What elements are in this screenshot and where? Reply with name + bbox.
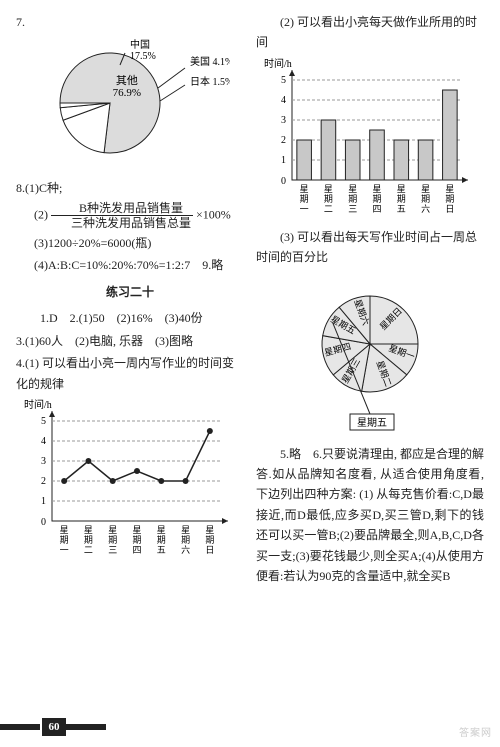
svg-text:星期日: 星期日	[205, 525, 214, 555]
footer-bar-left	[0, 724, 40, 730]
svg-text:其他76.9%: 其他76.9%	[113, 74, 141, 99]
q8-2-prefix: (2)	[34, 207, 48, 221]
svg-text:星期一: 星期一	[60, 525, 69, 555]
svg-text:2: 2	[281, 135, 286, 146]
svg-text:美国 4.1%: 美国 4.1%	[190, 55, 230, 68]
svg-text:4: 4	[281, 95, 286, 106]
svg-text:0: 0	[281, 176, 286, 187]
q8-2-num: B种洗发用品销售量	[51, 201, 193, 216]
q8-1: 8.(1)C种;	[16, 178, 244, 198]
svg-text:星期三: 星期三	[348, 184, 357, 214]
svg-text:5: 5	[41, 416, 46, 427]
svg-text:0: 0	[41, 517, 46, 528]
line1: 1.D 2.(1)50 (2)16% (3)40份	[16, 308, 244, 328]
svg-text:时间/h: 时间/h	[24, 398, 52, 411]
svg-text:1: 1	[281, 155, 286, 166]
svg-text:星期三: 星期三	[108, 525, 117, 555]
svg-text:4: 4	[41, 436, 46, 447]
svg-text:中国17.5%: 中国17.5%	[130, 38, 156, 62]
r3: 5.略 6.只要说清理由, 都应是合理的解答.如从品牌知名度看, 从适合使用角度…	[256, 444, 484, 587]
svg-text:星期四: 星期四	[372, 184, 381, 214]
svg-text:星期六: 星期六	[421, 184, 430, 214]
svg-text:星期五: 星期五	[397, 184, 406, 214]
q8-2-den: 三种洗发用品销售总量	[51, 216, 193, 230]
q8-2-suffix: ×100%	[196, 207, 231, 221]
watermark: 答案网	[459, 724, 492, 739]
svg-text:星期五: 星期五	[157, 525, 166, 555]
bar-chart: 时间/h 1 2 3 4 5 0 星期一 星期二 星期三 星期四 星期五 星期六 星期日	[256, 55, 484, 225]
svg-text:3: 3	[281, 115, 286, 126]
svg-text:星期四: 星期四	[132, 525, 141, 555]
svg-text:3: 3	[41, 456, 46, 467]
exercise-title: 练习二十	[16, 283, 244, 300]
q8-2-fraction: B种洗发用品销售量 三种洗发用品销售总量	[51, 201, 193, 231]
svg-text:日本 1.5%: 日本 1.5%	[190, 75, 230, 88]
svg-text:星期一: 星期一	[300, 184, 309, 214]
svg-text:5: 5	[281, 75, 286, 86]
svg-text:星期六: 星期六	[181, 525, 190, 555]
svg-text:时间/h: 时间/h	[264, 57, 292, 70]
right-column: (2) 可以看出小亮每天做作业所用的时间 时间/h 1 2 3 4 5 0 星期一 星期二 星期三…	[256, 10, 484, 588]
r1: (2) 可以看出小亮每天做作业所用的时间	[256, 12, 484, 53]
svg-text:星期二: 星期二	[84, 525, 93, 555]
svg-text:星期五: 星期五	[357, 417, 387, 429]
line-chart: 时间/h 1 2 3 4 5 0 星期一 星期二 星期三 星期四 星期五 星期六 星期日	[16, 396, 244, 566]
svg-text:星期二: 星期二	[324, 184, 333, 214]
q8-3: (3)1200÷20%=6000(瓶)	[16, 233, 244, 253]
q7-label: 7.	[16, 12, 244, 32]
left-column: 7. 其他76.9% 中国17.5% 美国 4.1% 日本 1.5% 8.(1)C种;…	[16, 10, 244, 588]
r2: (3) 可以看出每天写作业时间占一周总时间的百分比	[256, 227, 484, 268]
q8-2: (2) B种洗发用品销售量 三种洗发用品销售总量 ×100%	[16, 201, 244, 231]
page-number: 60	[42, 718, 66, 736]
svg-text:2: 2	[41, 476, 46, 487]
svg-text:1: 1	[41, 496, 46, 507]
svg-text:星期日: 星期日	[445, 184, 454, 214]
q8-4: (4)A:B:C=10%:20%:70%=1:2:7 9.略	[16, 255, 244, 275]
line2: 3.(1)60人 (2)电脑, 乐器 (3)图略	[16, 331, 244, 351]
page-footer: 60	[0, 717, 120, 737]
footer-bar-right	[66, 724, 106, 730]
pie-chart-2: 星期日星期一星期二星期三星期四星期五星期六星期五	[256, 274, 484, 434]
line3: 4.(1) 可以看出小亮一周内写作业的时间变化的规律	[16, 353, 244, 394]
pie-chart-1: 其他76.9% 中国17.5% 美国 4.1% 日本 1.5%	[16, 38, 244, 168]
